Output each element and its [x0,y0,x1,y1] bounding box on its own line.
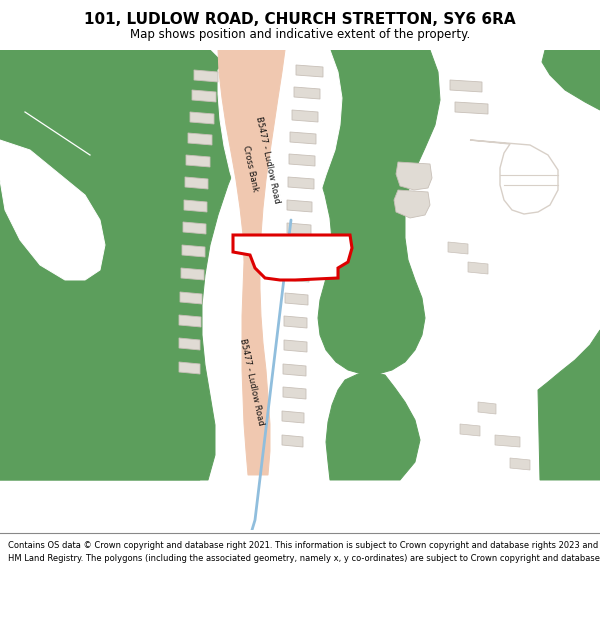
Polygon shape [326,372,420,480]
Polygon shape [180,292,202,304]
Polygon shape [460,424,480,436]
Polygon shape [284,340,307,352]
Polygon shape [181,268,204,280]
Text: B5477 - Ludlow Road: B5477 - Ludlow Road [254,116,281,204]
Polygon shape [182,245,205,257]
Text: Contains OS data © Crown copyright and database right 2021. This information is : Contains OS data © Crown copyright and d… [8,541,600,562]
Polygon shape [289,154,315,166]
Polygon shape [284,316,307,328]
Polygon shape [495,435,520,447]
Polygon shape [394,190,430,218]
Polygon shape [194,70,218,82]
Polygon shape [218,50,342,480]
Polygon shape [396,162,432,190]
Text: Cross Bank: Cross Bank [241,144,259,192]
Polygon shape [478,402,496,414]
Polygon shape [0,50,90,150]
Polygon shape [314,50,440,374]
Polygon shape [218,50,285,475]
Polygon shape [179,362,200,374]
Text: B5477 - Ludlow Road: B5477 - Ludlow Road [238,338,266,426]
Polygon shape [286,247,310,259]
Polygon shape [538,330,600,480]
Polygon shape [0,350,200,480]
Polygon shape [192,90,216,102]
Polygon shape [179,315,201,327]
Polygon shape [450,80,482,92]
Polygon shape [186,155,210,167]
Polygon shape [0,140,105,280]
Polygon shape [510,458,530,470]
Polygon shape [179,338,200,350]
Polygon shape [287,200,312,212]
Text: 101, LUDLOW ROAD, CHURCH STRETTON, SY6 6RA: 101, LUDLOW ROAD, CHURCH STRETTON, SY6 6… [84,12,516,28]
Polygon shape [282,411,304,423]
Polygon shape [292,110,318,122]
Polygon shape [455,102,488,114]
Text: Map shows position and indicative extent of the property.: Map shows position and indicative extent… [130,28,470,41]
Polygon shape [283,387,306,399]
Polygon shape [285,270,309,282]
Polygon shape [283,364,306,376]
Polygon shape [290,132,316,144]
Polygon shape [468,262,488,274]
Polygon shape [294,87,320,99]
Polygon shape [233,235,352,280]
Polygon shape [282,435,303,447]
Polygon shape [448,242,468,254]
Polygon shape [470,140,558,214]
Polygon shape [285,293,308,305]
Polygon shape [287,223,311,235]
Polygon shape [296,65,323,77]
Polygon shape [542,50,600,110]
Polygon shape [288,177,314,189]
Polygon shape [190,112,214,124]
Polygon shape [183,222,206,234]
Polygon shape [0,50,248,480]
Polygon shape [184,200,207,212]
Polygon shape [185,177,208,189]
Polygon shape [188,133,212,145]
